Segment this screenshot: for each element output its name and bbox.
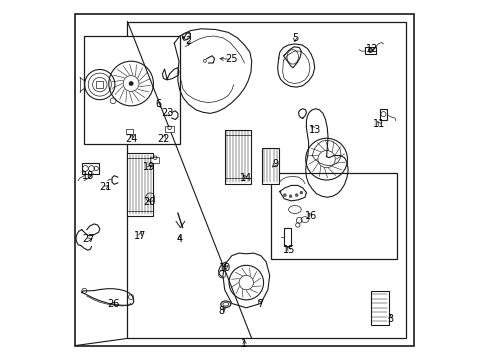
Bar: [284, 228, 291, 246]
Bar: [127, 153, 153, 216]
Circle shape: [299, 191, 302, 194]
Text: 9: 9: [271, 159, 278, 169]
Text: 21: 21: [100, 182, 112, 192]
Bar: [126, 129, 133, 134]
Text: 14: 14: [240, 173, 252, 183]
Text: 27: 27: [82, 234, 95, 244]
Bar: [127, 22, 406, 338]
Bar: [84, 36, 179, 144]
Text: 6: 6: [155, 99, 161, 109]
Text: 17: 17: [134, 231, 146, 241]
Bar: [165, 126, 174, 132]
Text: 7: 7: [257, 299, 264, 309]
Text: 11: 11: [373, 119, 385, 129]
Ellipse shape: [220, 301, 230, 307]
Ellipse shape: [223, 302, 228, 306]
Bar: [370, 291, 388, 325]
Text: 20: 20: [142, 197, 155, 207]
Bar: [96, 81, 103, 88]
Bar: [150, 157, 159, 163]
Ellipse shape: [288, 206, 301, 213]
Text: 2: 2: [185, 36, 191, 46]
Circle shape: [288, 195, 291, 198]
Text: 22: 22: [157, 134, 169, 144]
Circle shape: [283, 194, 285, 197]
Text: 1: 1: [241, 339, 247, 349]
Text: 26: 26: [107, 299, 119, 309]
Text: 23: 23: [161, 108, 173, 118]
Text: 15: 15: [283, 245, 295, 255]
Bar: [224, 130, 250, 184]
Text: 16: 16: [305, 211, 317, 221]
Text: 19: 19: [142, 162, 155, 172]
Text: 10: 10: [218, 263, 230, 273]
Text: 8: 8: [218, 306, 224, 316]
Bar: [261, 148, 279, 184]
Text: 5: 5: [291, 33, 297, 43]
Text: 4: 4: [176, 234, 183, 244]
Text: 25: 25: [225, 54, 238, 64]
Text: 24: 24: [124, 134, 137, 144]
Circle shape: [129, 81, 133, 86]
Text: 18: 18: [81, 171, 94, 181]
Bar: [81, 163, 99, 174]
Bar: [379, 109, 386, 120]
Ellipse shape: [301, 217, 308, 222]
Circle shape: [367, 48, 372, 53]
Circle shape: [295, 194, 298, 197]
Text: 12: 12: [366, 44, 378, 54]
Text: 3: 3: [386, 314, 392, 324]
Text: 13: 13: [308, 125, 320, 135]
Bar: [271, 173, 397, 259]
Bar: [365, 47, 375, 54]
